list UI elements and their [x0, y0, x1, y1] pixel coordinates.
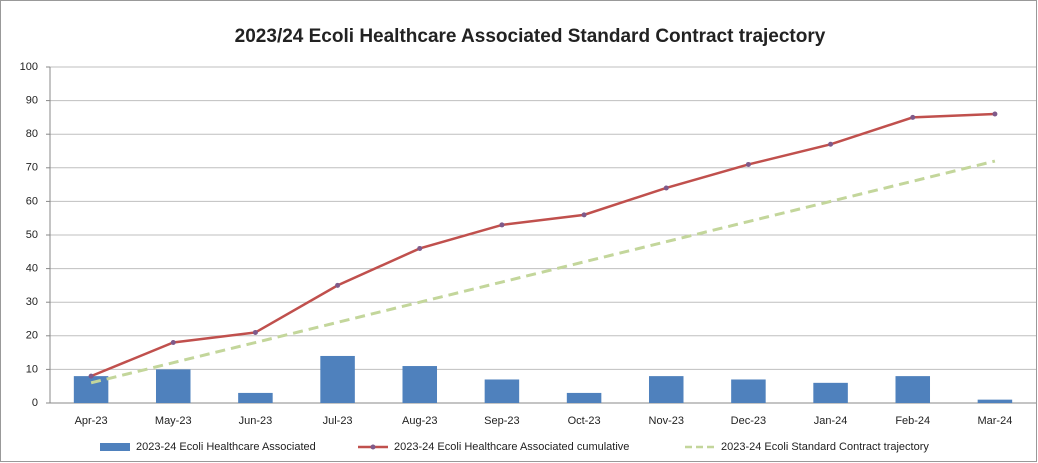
x-tick-label: May-23 [155, 415, 192, 427]
y-tick-label: 0 [32, 397, 38, 409]
line [90, 112, 995, 378]
x-tick-label: Sep-23 [484, 415, 519, 427]
marker [417, 245, 423, 251]
marker [499, 222, 505, 228]
marker [335, 282, 341, 288]
legend-label: 2023-24 Ecoli Healthcare Associated cumu… [394, 441, 629, 453]
bar [155, 369, 191, 403]
x-tick-label: Apr-23 [75, 415, 108, 427]
y-tick-label: 80 [26, 128, 38, 140]
x-tick-label: Nov-23 [649, 415, 684, 427]
y-tick-label: 50 [26, 229, 38, 241]
x-tick-label: Feb-24 [895, 415, 930, 427]
line [90, 159, 996, 385]
x-tick-label: Jun-23 [239, 415, 273, 427]
bar [402, 366, 438, 403]
marker [663, 185, 669, 191]
legend-label: 2023-24 Ecoli Healthcare Associated [136, 441, 316, 453]
marker [745, 161, 751, 167]
bar [320, 355, 355, 403]
bar [566, 392, 602, 403]
marker [992, 111, 998, 117]
marker [581, 212, 587, 218]
bar [731, 379, 766, 403]
marker [828, 141, 834, 147]
y-tick-label: 10 [26, 363, 38, 375]
marker [88, 373, 94, 379]
legend-swatch [100, 443, 130, 451]
bar [73, 376, 109, 403]
x-tick-label: Oct-23 [568, 415, 601, 427]
bar [238, 392, 273, 403]
bar [977, 399, 1013, 403]
marker [910, 114, 916, 120]
y-tick-label: 30 [26, 296, 38, 308]
y-tick-label: 40 [26, 263, 38, 275]
x-tick-label: Jan-24 [814, 415, 848, 427]
y-tick-label: 20 [26, 330, 38, 342]
y-tick-label: 90 [26, 95, 38, 107]
chart-title: 2023/24 Ecoli Healthcare Associated Stan… [235, 26, 826, 47]
y-tick-label: 60 [26, 195, 38, 207]
marker [252, 329, 258, 335]
marker [170, 340, 176, 346]
bar [895, 376, 931, 403]
y-tick-label: 100 [20, 61, 38, 73]
x-tick-label: Dec-23 [731, 415, 766, 427]
legend-marker [370, 444, 376, 450]
bar [648, 376, 684, 403]
x-tick-label: Jul-23 [323, 415, 353, 427]
y-tick-label: 70 [26, 162, 38, 174]
legend-label: 2023-24 Ecoli Standard Contract trajecto… [721, 441, 929, 453]
x-tick-label: Aug-23 [402, 415, 437, 427]
bar [484, 379, 520, 403]
x-tick-label: Mar-24 [977, 415, 1012, 427]
bar [813, 382, 848, 403]
